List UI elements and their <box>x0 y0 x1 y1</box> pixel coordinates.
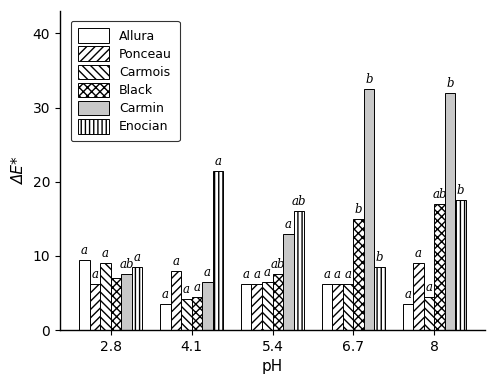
Text: a: a <box>264 266 270 279</box>
Text: a: a <box>242 268 250 281</box>
Bar <box>212 171 223 330</box>
Bar <box>192 297 202 330</box>
Bar <box>354 219 364 330</box>
Text: a: a <box>334 268 341 281</box>
Bar <box>202 282 212 330</box>
Text: a: a <box>214 154 222 168</box>
Bar <box>374 267 385 330</box>
Bar <box>122 274 132 330</box>
Text: b: b <box>366 73 373 86</box>
Bar <box>434 204 444 330</box>
Bar <box>262 282 272 330</box>
Legend: Allura, Ponceau, Carmois, Black, Carmin, Enocian: Allura, Ponceau, Carmois, Black, Carmin,… <box>70 21 180 141</box>
Text: a: a <box>344 268 352 281</box>
Bar <box>402 304 413 330</box>
Bar <box>343 284 353 330</box>
Bar <box>332 284 343 330</box>
Bar <box>272 274 283 330</box>
Y-axis label: ΔE*: ΔE* <box>12 157 27 184</box>
Text: a: a <box>194 280 200 294</box>
Text: ab: ab <box>292 195 306 208</box>
Bar <box>455 200 466 330</box>
Text: a: a <box>102 248 109 260</box>
Bar <box>80 260 90 330</box>
Bar <box>322 284 332 330</box>
Bar <box>424 297 434 330</box>
Bar <box>132 267 142 330</box>
Text: a: a <box>134 251 140 264</box>
Text: a: a <box>81 244 88 256</box>
Text: ab: ab <box>120 258 134 272</box>
Text: a: a <box>183 283 190 296</box>
Text: a: a <box>204 266 211 279</box>
Text: a: a <box>324 268 330 281</box>
Bar <box>170 271 181 330</box>
Text: a: a <box>426 280 432 294</box>
Text: b: b <box>376 251 384 264</box>
Bar <box>111 278 122 330</box>
Text: ab: ab <box>432 188 446 201</box>
Text: b: b <box>355 203 362 216</box>
Text: a: a <box>92 268 98 281</box>
Text: a: a <box>415 248 422 260</box>
Text: a: a <box>253 268 260 281</box>
X-axis label: pH: pH <box>262 359 283 374</box>
Text: a: a <box>162 288 169 301</box>
Text: b: b <box>446 77 454 90</box>
Bar <box>100 263 111 330</box>
Text: a: a <box>285 217 292 231</box>
Bar <box>283 234 294 330</box>
Text: ab: ab <box>270 258 285 272</box>
Bar <box>294 211 304 330</box>
Text: a: a <box>172 255 180 268</box>
Bar <box>252 284 262 330</box>
Bar <box>241 284 252 330</box>
Bar <box>413 263 424 330</box>
Bar <box>181 299 192 330</box>
Bar <box>90 284 101 330</box>
Bar <box>364 89 374 330</box>
Bar <box>444 93 455 330</box>
Text: a: a <box>404 288 411 301</box>
Text: b: b <box>456 184 464 197</box>
Bar <box>160 304 170 330</box>
